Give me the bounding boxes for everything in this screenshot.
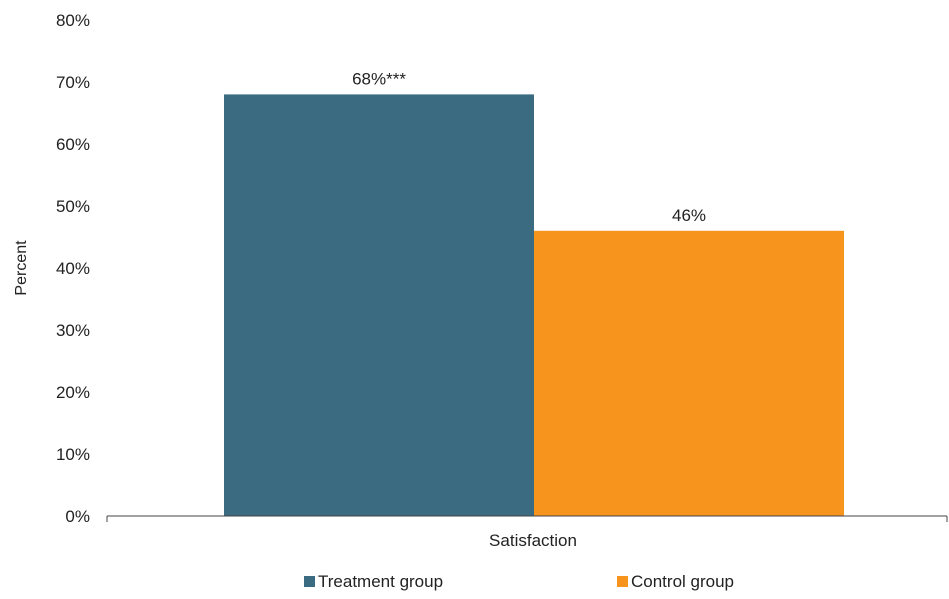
y-tick-label: 80% — [56, 11, 90, 30]
y-tick-label: 40% — [56, 259, 90, 278]
data-labels: 68%*** 46% — [352, 69, 706, 224]
legend: Treatment group Control group — [304, 572, 734, 591]
y-tick-label: 30% — [56, 321, 90, 340]
y-tick-label: 70% — [56, 73, 90, 92]
y-tick-label: 20% — [56, 383, 90, 402]
legend-label: Treatment group — [318, 572, 443, 591]
bar-group — [224, 94, 844, 517]
y-tick-label: 0% — [65, 507, 90, 526]
x-category-label: Satisfaction — [489, 531, 577, 550]
legend-label: Control group — [631, 572, 734, 591]
y-tick-label: 60% — [56, 135, 90, 154]
y-axis-label: Percent — [13, 240, 30, 296]
bar-control-group — [534, 230, 844, 517]
bar-treatment-group — [224, 94, 534, 517]
y-axis-ticks: 0% 10% 20% 30% 40% 50% 60% 70% 80% — [56, 11, 90, 526]
legend-swatch — [304, 576, 315, 587]
data-label: 68%*** — [352, 69, 406, 88]
legend-swatch — [617, 576, 628, 587]
data-label: 46% — [672, 206, 706, 225]
y-tick-label: 50% — [56, 197, 90, 216]
y-tick-label: 10% — [56, 445, 90, 464]
